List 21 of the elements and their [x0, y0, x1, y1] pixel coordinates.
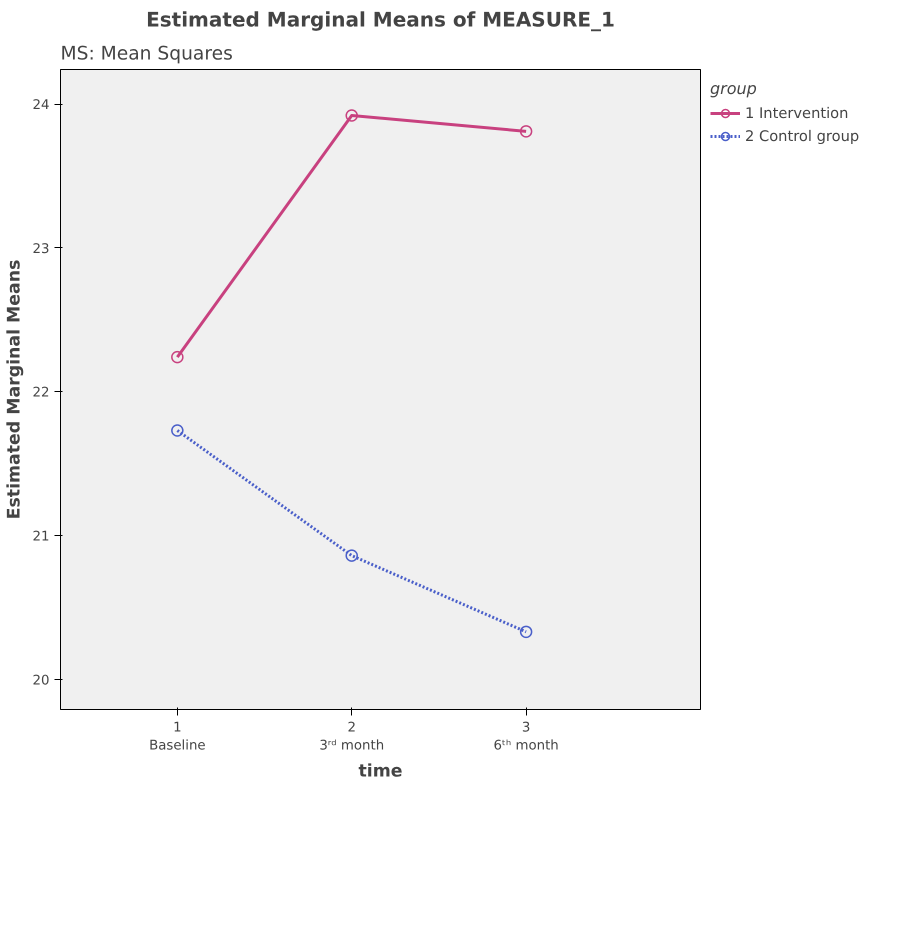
- point: [345, 549, 358, 562]
- text: MS: Mean Squares: [60, 44, 233, 64]
- point: [520, 125, 532, 138]
- point: [345, 109, 358, 122]
- legend-label: 2 Control group: [745, 128, 860, 144]
- y-tick-label: 22: [32, 386, 50, 401]
- y-tick-label: 23: [32, 242, 50, 257]
- x-tick-label: 2 3ʳᵈ month: [319, 720, 384, 754]
- point: [171, 424, 184, 437]
- y-tick-label: 21: [32, 529, 50, 544]
- x-axis-title: time: [358, 762, 403, 782]
- x-tick-label: 3 6ᵗʰ month: [493, 720, 559, 754]
- y-tick-label: 24: [32, 98, 50, 114]
- point: [520, 626, 532, 638]
- legend-title: group: [710, 79, 758, 98]
- y-tick-label: 20: [32, 673, 50, 688]
- chart-title: Estimated Marginal Means of MEASURE_1: [146, 8, 615, 32]
- x-tick-label: 1 Baseline: [149, 720, 206, 754]
- y-axis-title: Estimated Marginal Means: [4, 260, 25, 520]
- legend-label: 1 Intervention: [745, 104, 848, 122]
- point: [171, 350, 184, 364]
